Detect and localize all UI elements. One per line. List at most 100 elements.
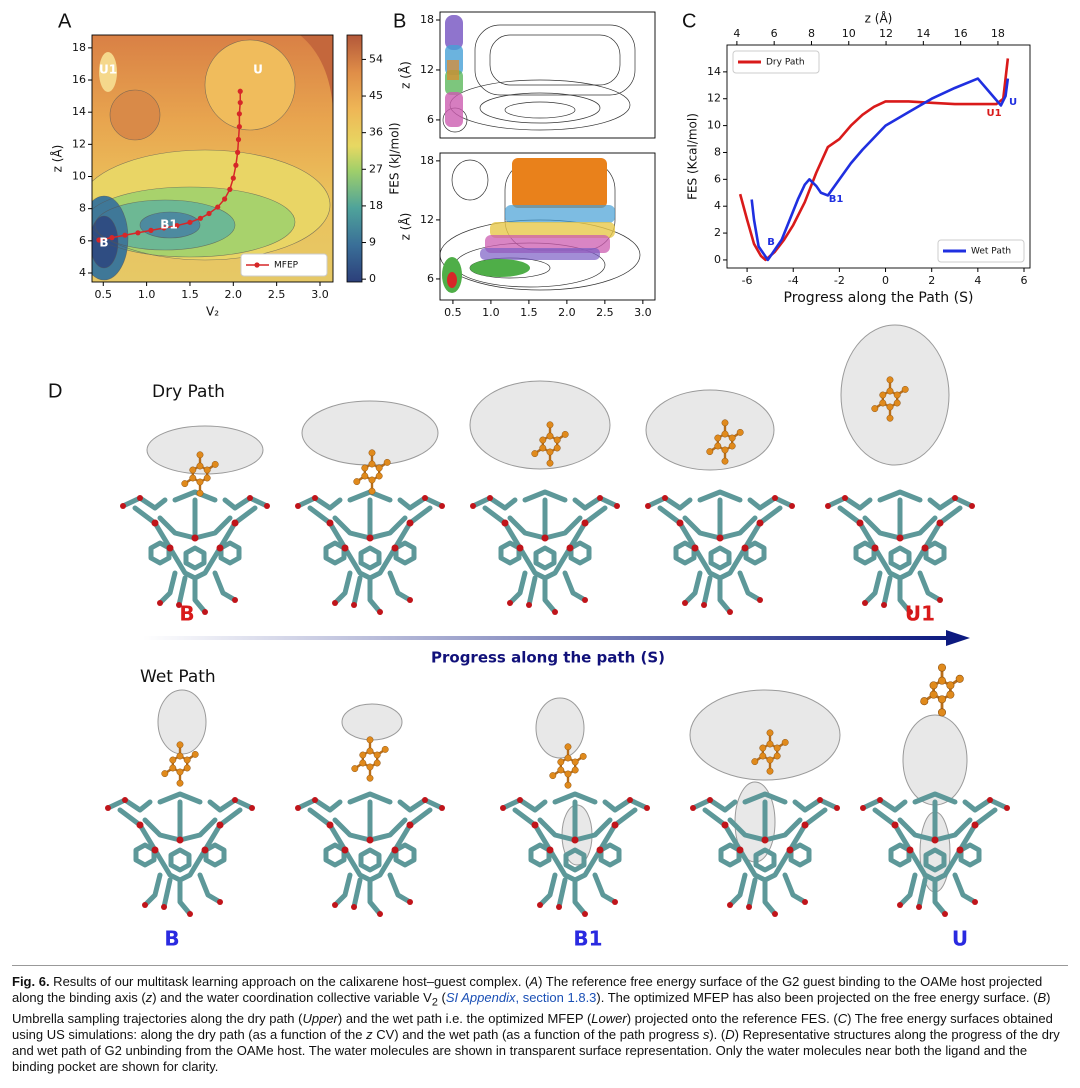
path-point (235, 136, 242, 143)
caption-rule (12, 965, 1068, 966)
annotation: B1 (160, 218, 178, 232)
caption-link[interactable]: SI Appendix (445, 990, 516, 1005)
caption: Fig. 6. Results of our multitask learnin… (12, 974, 1068, 1075)
colorbar-label: FES (kJ/mol) (388, 122, 402, 194)
plot-frame (439, 11, 656, 139)
x-tick-label: 1.5 (181, 288, 199, 301)
path-point (122, 232, 128, 238)
caption-link[interactable]: , section 1.8.3 (515, 990, 597, 1005)
state-label: B (164, 927, 179, 951)
x-tick-label: 2.5 (268, 288, 286, 301)
y-tick-label: 6 (427, 272, 434, 285)
x-tick-label: 1.5 (520, 306, 538, 319)
caption-text: 2 (431, 996, 438, 1009)
annotation: U1 (99, 63, 117, 77)
annotation: B1 (829, 194, 844, 205)
legend-label: MFEP (274, 261, 299, 271)
x-tick-label: 1.0 (138, 288, 156, 301)
y-tick-label: 12 (420, 213, 434, 226)
x-tick-label: 2.0 (558, 306, 576, 319)
path-point (109, 235, 115, 241)
path-point (215, 204, 221, 210)
legend-swatch (254, 262, 260, 268)
caption-text: A (529, 974, 539, 989)
caption-text: C (837, 1010, 848, 1026)
y-axis-label: FES (Kcal/mol) (686, 113, 700, 200)
x-tick-label: 2.0 (225, 288, 243, 301)
plot-frame (439, 152, 656, 301)
figure: D Dry Path B U1 Progress along the path … (48, 10, 1031, 951)
caption-text: z (145, 990, 153, 1005)
y-tick-label: 18 (420, 13, 434, 26)
y-axis-label: z (Å) (50, 145, 65, 173)
x-tick-label: 1.0 (482, 306, 500, 319)
caption-text: Results of our multitask learning approa… (49, 974, 530, 989)
y-tick-label: 6 (79, 234, 86, 247)
colorbar-tick-label: 27 (369, 162, 383, 175)
x2-tick-label: 12 (879, 27, 893, 40)
path-point (187, 219, 193, 225)
state-label: B1 (573, 927, 602, 951)
annotation: U (1009, 97, 1017, 108)
path-point (227, 186, 233, 192)
progress-arrow (143, 636, 948, 640)
path-point (222, 196, 228, 202)
annotation: B (767, 237, 775, 248)
caption-text: ) and the wet path i.e. the optimized MF… (337, 1010, 592, 1026)
caption-label: Fig. 6. (12, 974, 50, 989)
caption-text: ) projected onto the reference FES. ( (626, 1010, 838, 1026)
arrow-label: Progress along the path (S) (431, 649, 665, 667)
path-point (197, 215, 203, 221)
path-point (236, 111, 242, 117)
panel-label: C (682, 10, 696, 32)
plot-frame (91, 34, 334, 283)
caption-text: ) Representative structures along the pr… (12, 1026, 1060, 1074)
annotation: U1 (986, 108, 1001, 119)
path-point (237, 88, 243, 94)
trajectory-upper (440, 12, 655, 138)
series-line (750, 77, 1010, 262)
caption-text: ) The reference free energy surface of t… (12, 974, 1043, 1005)
x2-tick-label: 14 (916, 27, 930, 40)
y-tick-label: 18 (72, 41, 86, 54)
chart: 0.5 1.0 1.5 2.0 2.5 3.0 6 12 18 z (Å) (398, 152, 656, 319)
y-tick-label: 12 (72, 137, 86, 150)
path-point (206, 210, 212, 217)
legend-box (937, 239, 1025, 263)
series-line (738, 58, 1010, 262)
row-label: Dry Path (152, 382, 225, 402)
y-tick-label: 4 (79, 266, 86, 279)
x-tick-label: 0.5 (95, 288, 113, 301)
x-tick-label: -2 (834, 274, 845, 287)
legend-label: Wet Path (971, 247, 1011, 257)
row-label: Wet Path (140, 667, 216, 687)
x-tick-label: 2.5 (596, 306, 614, 319)
annotation: U (253, 63, 263, 77)
x2-tick-label: 8 (808, 27, 815, 40)
caption-text: ). ( (709, 1026, 726, 1042)
y-axis-label: z (Å) (398, 61, 413, 89)
x2-axis-label: z (Å) (865, 11, 893, 26)
annotation: B (99, 236, 108, 250)
y-tick-label: 4 (714, 199, 721, 212)
x-tick-label: 0.5 (444, 306, 462, 319)
y-tick-label: 0 (714, 253, 721, 266)
path-point (135, 230, 141, 236)
colorbar-tick-label: 9 (369, 236, 376, 249)
chart: -6 -4 -2 0 2 4 6 0 2 4 6 8 10 12 14 4 6 8 10 12 14 16 18 z (Å) P… (682, 10, 1031, 306)
arrow-head (946, 630, 970, 646)
y-tick-label: 8 (79, 202, 86, 215)
caption-text: ) Umbrella sampling trajectories along t… (12, 990, 1051, 1026)
x-tick-label: 3.0 (634, 306, 652, 319)
panel-label: B (393, 10, 406, 32)
legend-box (240, 253, 328, 277)
x2-tick-label: 6 (771, 27, 778, 40)
path-point (230, 175, 236, 181)
fes-surface (92, 35, 333, 282)
legend-box (732, 50, 820, 74)
state-label: B (179, 602, 194, 626)
path-point (235, 149, 241, 155)
x-axis-label: Progress along the Path (S) (784, 290, 974, 306)
y-tick-label: 16 (72, 73, 86, 86)
chart: 6 12 18 z (Å) B (393, 10, 656, 139)
